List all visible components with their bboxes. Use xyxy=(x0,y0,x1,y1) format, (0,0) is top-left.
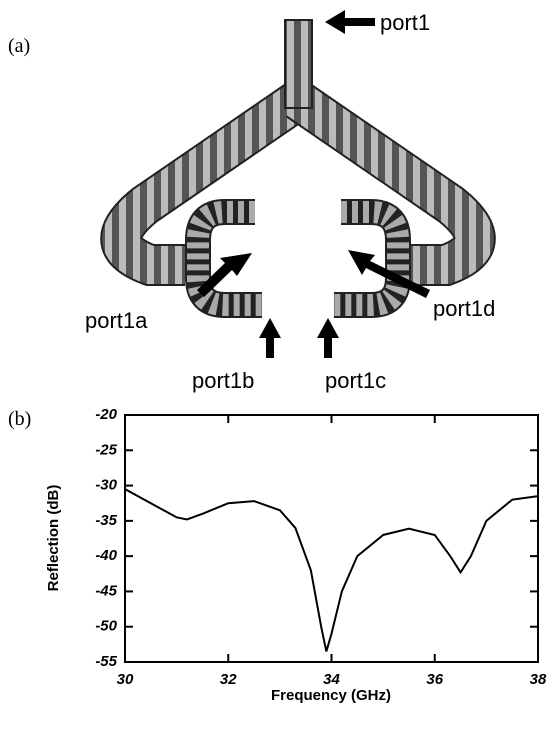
port-label: port1c xyxy=(325,368,386,393)
arrow-port1b xyxy=(259,318,281,358)
x-axis-label: Frequency (GHz) xyxy=(271,687,391,704)
port-label: port1b xyxy=(192,368,254,393)
y-tick-label: -30 xyxy=(95,477,117,494)
y-axis-label: Reflection (dB) xyxy=(45,485,62,592)
port-label: port1 xyxy=(380,10,430,35)
port-label: port1a xyxy=(85,308,148,333)
port-label: port1d xyxy=(433,296,495,321)
x-tick-label: 32 xyxy=(220,671,237,688)
panel-label: (b) xyxy=(8,408,31,430)
x-tick-label: 36 xyxy=(426,671,443,688)
x-tick-label: 38 xyxy=(530,671,547,688)
arrow-port1c xyxy=(317,318,339,358)
y-tick-label: -50 xyxy=(95,618,117,635)
y-tick-label: -20 xyxy=(95,406,117,423)
plot-frame xyxy=(125,415,538,662)
waveguide-diagram xyxy=(121,20,475,305)
y-tick-label: -40 xyxy=(95,547,117,564)
figure: (a) (b) port1 port1a port1b port1c port1… xyxy=(0,0,552,732)
y-tick-label: -25 xyxy=(95,441,117,458)
x-tick-label: 30 xyxy=(117,671,134,688)
y-tick-label: -55 xyxy=(95,653,117,670)
x-tick-label: 34 xyxy=(323,671,340,688)
feed xyxy=(285,20,312,108)
panel-label: (a) xyxy=(8,35,30,57)
page: (a) (b) port1 port1a port1b port1c port1… xyxy=(0,0,552,732)
arrow-port1 xyxy=(325,10,375,34)
y-tick-label: -35 xyxy=(95,512,117,529)
y-tick-label: -45 xyxy=(95,582,117,599)
data-line xyxy=(125,489,538,651)
